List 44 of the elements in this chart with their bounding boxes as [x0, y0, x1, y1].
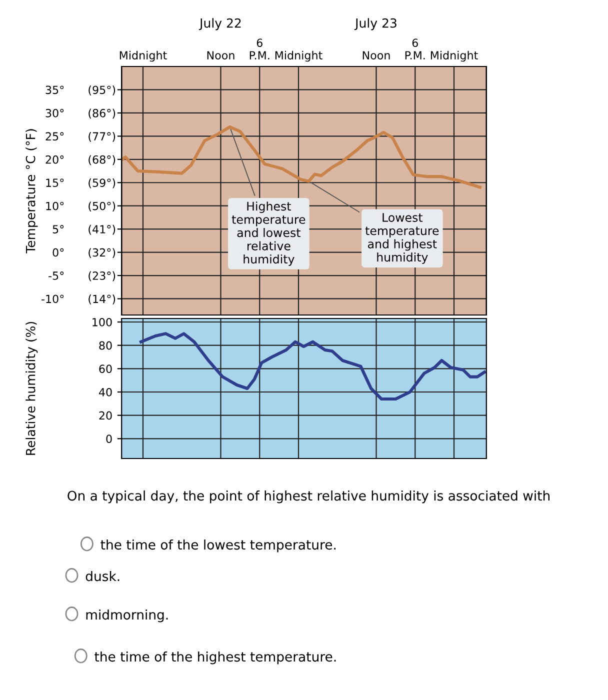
text: July 23 [354, 18, 396, 30]
text: the time of the lowest temperature. [100, 539, 336, 552]
y2-tick-label: (23°) [88, 271, 116, 282]
x-tick-label: Midnight [275, 50, 322, 62]
y-tick-label: 10° [46, 202, 64, 210]
annotation: Highest temperature and lowest relative humidity [232, 202, 306, 266]
y2-tick-label: (68°) [88, 155, 116, 166]
y-axis-title: Temperature °C (°F) [26, 129, 38, 254]
y2-tick-label: (41°) [88, 224, 116, 235]
text: dusk. [86, 570, 120, 582]
y-tick-label: 5° [52, 225, 64, 234]
text: midmorning. [86, 609, 168, 622]
y-tick-label: 100 [92, 318, 112, 326]
y2-tick-label: (77°) [88, 132, 116, 142]
text: On a typical day, the point of highest relative humidity is associated with [68, 490, 550, 504]
x-tick-label: 6 P.M. [405, 38, 425, 60]
y-tick-label: 0 [106, 434, 112, 444]
y2-tick-label: (32°) [88, 248, 116, 258]
y-tick-label: 20° [46, 155, 64, 164]
y-tick-label: 30° [46, 108, 64, 118]
y-tick-label: 35° [46, 86, 64, 94]
y-tick-label: -10° [41, 294, 64, 304]
y2-tick-label: (86°) [88, 108, 116, 119]
annotation: Lowest temperature and highest humidity [365, 213, 439, 264]
y2-tick-label: (95°) [88, 86, 116, 96]
text: July 22 [198, 18, 241, 30]
y-tick-label: 20 [99, 411, 112, 420]
y2-tick-label: (14°) [88, 294, 116, 304]
y-tick-label: 0° [52, 248, 64, 257]
x-tick-label: Noon [207, 51, 234, 60]
y2-tick-label: (59°) [88, 178, 116, 188]
x-tick-label: Midnight [120, 50, 167, 62]
y-tick-label: 25° [46, 132, 64, 141]
y-tick-label: 15° [46, 178, 64, 187]
y-tick-label: 60 [99, 364, 112, 374]
x-tick-label: Noon [362, 51, 390, 60]
x-tick-label: Midnight [430, 50, 478, 62]
y2-tick-label: (50°) [88, 202, 116, 212]
y-tick-label: 80 [99, 341, 112, 350]
y-tick-label: 40 [98, 388, 112, 396]
y-axis-title: Relative humidity (%) [26, 322, 38, 455]
text: the time of the highest temperature. [94, 651, 336, 664]
y-tick-label: -5° [48, 271, 64, 280]
x-tick-label: 6 P.M. [250, 38, 270, 60]
